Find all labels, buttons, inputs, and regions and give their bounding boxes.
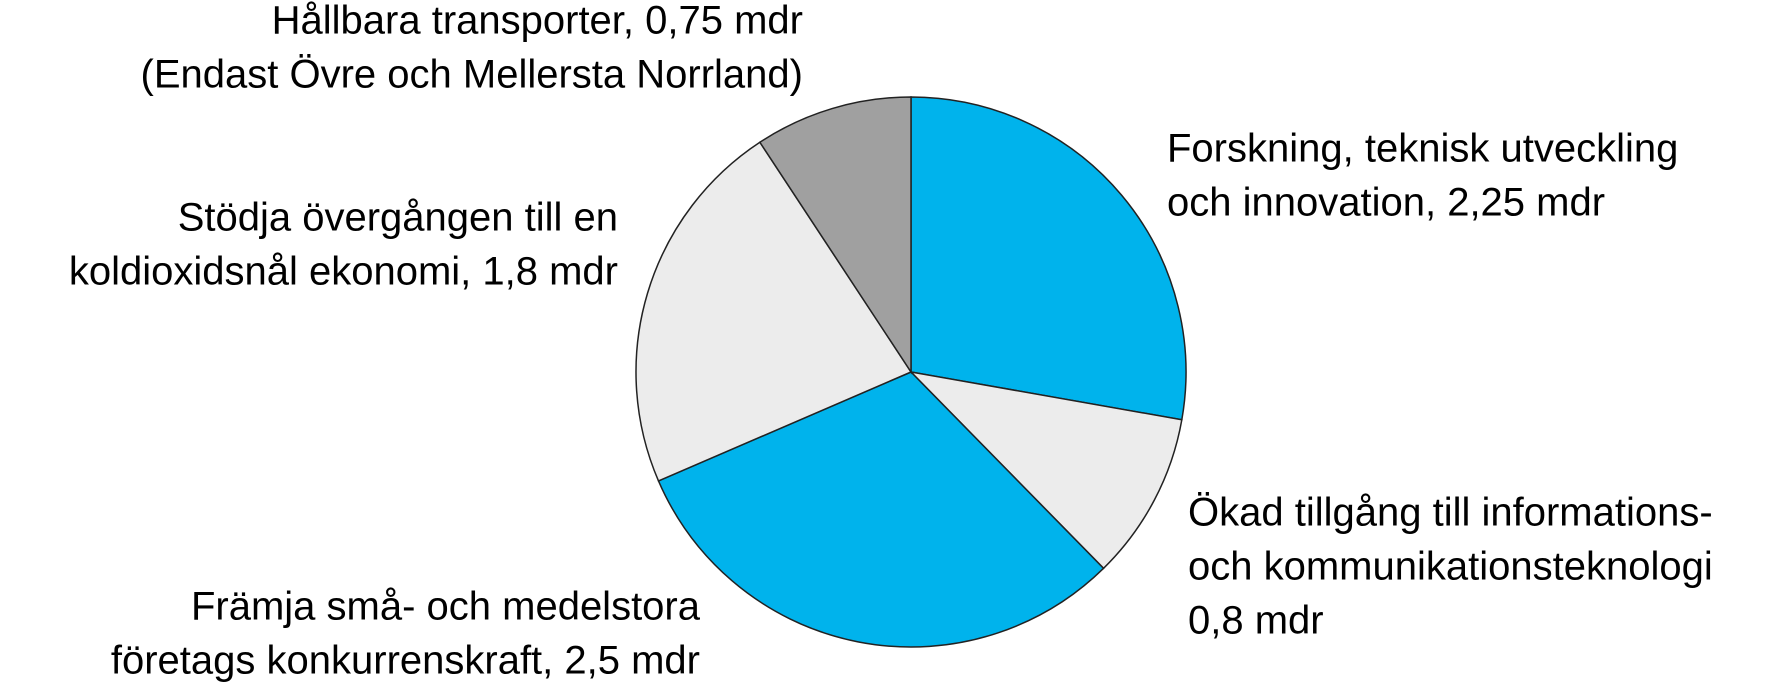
slice-label: och kommunikationsteknologi [1188,545,1713,589]
slice-label: Hållbara transporter, 0,75 mdr [272,0,803,43]
slice-label: och innovation, 2,25 mdr [1167,181,1605,225]
slice-label: Främja små- och medelstora [191,585,701,629]
slice-label: företags konkurrenskraft, 2,5 mdr [111,639,700,683]
pie-slice [758,96,912,375]
pie-slice [657,371,1105,648]
pie-slice [910,96,1187,421]
slice-label: Ökad tillgång till informations- [1188,491,1713,535]
slice-label: (Endast Övre och Mellersta Norrland) [141,53,803,97]
slice-label: Forskning, teknisk utveckling [1167,127,1678,171]
slice-label: 0,8 mdr [1188,599,1324,643]
pie-slice [908,370,1183,570]
pie-slice [635,141,913,482]
slice-label: Stödja övergången till en [178,196,618,240]
slice-label: koldioxidsnål ekonomi, 1,8 mdr [69,250,618,294]
